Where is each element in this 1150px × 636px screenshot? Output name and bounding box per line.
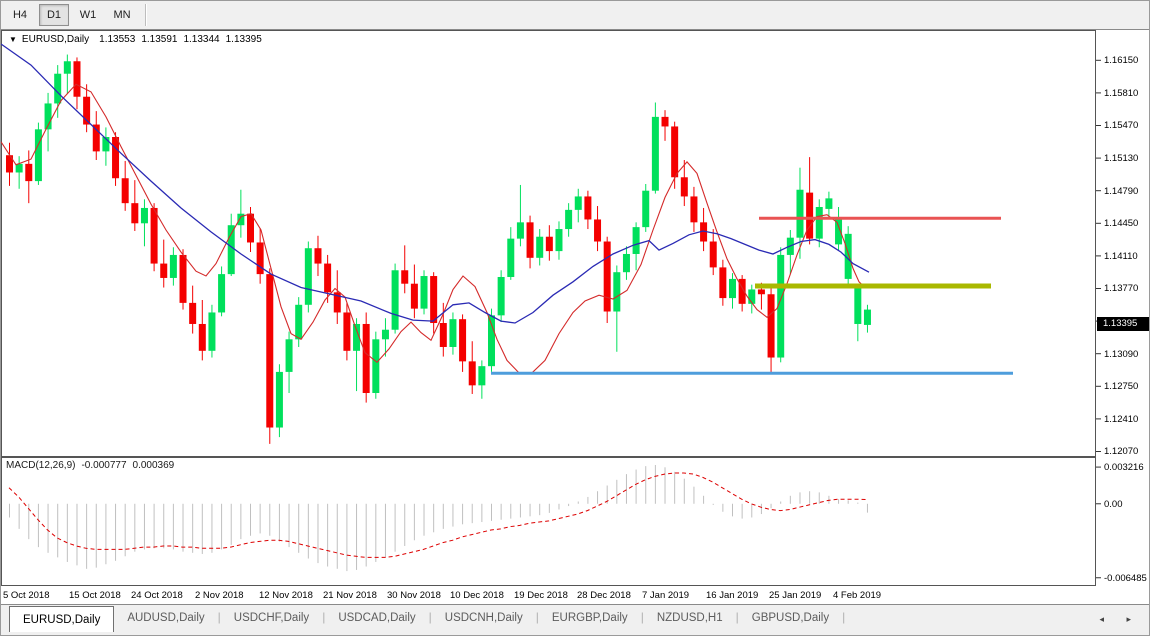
date-axis-label: 4 Feb 2019 xyxy=(833,590,882,601)
toolbar-separator xyxy=(145,4,147,26)
candles-group xyxy=(6,54,871,444)
price-axis-label: 1.16150 xyxy=(1104,55,1139,67)
date-axis-label: 5 Oct 2018 xyxy=(3,590,50,601)
price-axis-label: 1.12410 xyxy=(1104,413,1139,425)
price-axis[interactable]: 1.16150 1.15810 1.15470 1.15130 1.14790 1.144… xyxy=(1097,30,1149,585)
chart-canvas[interactable] xyxy=(1,1,1150,604)
ohlc-close: 1.13395 xyxy=(225,34,262,45)
chart-tab-gbpusd[interactable]: GBPUSD,Daily xyxy=(751,612,830,624)
chart-symbol-header: ▼ EURUSD,Daily 1.13553 1.13591 1.13344 1.1339… xyxy=(9,34,268,45)
price-axis-label: 1.12750 xyxy=(1104,381,1139,393)
date-axis-label: 19 Dec 2018 xyxy=(514,590,568,601)
price-axis-label: 1.13090 xyxy=(1104,348,1139,360)
ohlc-low: 1.13344 xyxy=(183,34,220,45)
price-axis-label: 1.15810 xyxy=(1104,87,1139,99)
chart-tab-eurusd[interactable]: EURUSD,Daily xyxy=(9,606,115,632)
chart-tab-usdcnh[interactable]: USDCNH,Daily xyxy=(444,612,523,624)
macd-axis-label: -0.006485 xyxy=(1104,572,1147,584)
date-axis-label: 16 Jan 2019 xyxy=(706,590,759,601)
current-price-badge: 1.13395 xyxy=(1097,317,1149,332)
ma-fast-line xyxy=(1,83,866,375)
tab-separator: | xyxy=(640,610,644,624)
ma-slow-line xyxy=(1,43,870,324)
date-axis-label: 30 Nov 2018 xyxy=(387,590,441,601)
tab-separator: | xyxy=(735,610,739,624)
tab-separator: | xyxy=(217,610,221,624)
collapse-triangle-icon[interactable]: ▼ xyxy=(9,35,17,44)
symbol-title: EURUSD,Daily xyxy=(21,34,90,45)
macd-panel-frame xyxy=(1,457,1096,586)
price-axis-label: 1.15130 xyxy=(1104,153,1139,165)
price-axis-label: 1.12070 xyxy=(1104,446,1139,458)
date-axis-label: 15 Oct 2018 xyxy=(69,590,121,601)
macd-axis-label: 0.003216 xyxy=(1104,462,1144,474)
date-axis-label: 10 Dec 2018 xyxy=(450,590,504,601)
tab-separator: | xyxy=(428,610,432,624)
date-axis-label: 2 Nov 2018 xyxy=(195,590,244,601)
chart-tab-usdcad[interactable]: USDCAD,Daily xyxy=(338,612,416,624)
price-axis-label: 1.13770 xyxy=(1104,283,1139,295)
price-axis-label: 1.14450 xyxy=(1104,218,1139,230)
tab-separator: | xyxy=(535,610,539,624)
timeframe-button-mn[interactable]: MN xyxy=(107,4,137,26)
chart-tab-audusd[interactable]: AUDUSD,Daily xyxy=(127,612,205,624)
chart-tab-nzdusd[interactable]: NZDUSD,H1 xyxy=(656,612,723,624)
tab-separator: | xyxy=(322,610,326,624)
price-axis-label: 1.15470 xyxy=(1104,120,1139,132)
macd-indicator-header: MACD(12,26,9) -0.000777 0.000369 xyxy=(6,460,180,471)
macd-signal-value: 0.000369 xyxy=(132,460,175,471)
date-axis-label: 12 Nov 2018 xyxy=(259,590,313,601)
macd-label: MACD(12,26,9) xyxy=(6,460,76,471)
macd-signal-line xyxy=(8,472,867,558)
macd-value: -0.000777 xyxy=(81,460,127,471)
macd-axis-label: 0.00 xyxy=(1104,498,1123,510)
timeframe-button-d1[interactable]: D1 xyxy=(39,4,69,26)
ohlc-open: 1.13553 xyxy=(99,34,136,45)
date-axis-label: 28 Dec 2018 xyxy=(577,590,631,601)
date-axis-label: 24 Oct 2018 xyxy=(131,590,183,601)
date-axis-label: 25 Jan 2019 xyxy=(769,590,822,601)
chart-tabs-bar: EURUSD,Daily AUDUSD,Daily | USDCHF,Daily | US… xyxy=(1,604,1149,635)
tab-separator: | xyxy=(842,610,846,624)
macd-histogram-group xyxy=(9,464,868,572)
chart-tab-eurgbp[interactable]: EURGBP,Daily xyxy=(551,612,628,624)
price-axis-label: 1.14790 xyxy=(1104,185,1139,197)
date-axis-label: 21 Nov 2018 xyxy=(323,590,377,601)
timeframe-button-h4[interactable]: H4 xyxy=(5,4,35,26)
date-axis-label: 7 Jan 2019 xyxy=(642,590,690,601)
date-axis[interactable]: 5 Oct 2018 15 Oct 2018 24 Oct 2018 2 Nov 20… xyxy=(1,586,1096,604)
timeframe-button-w1[interactable]: W1 xyxy=(73,4,103,26)
chart-tab-usdchf[interactable]: USDCHF,Daily xyxy=(233,612,310,624)
tab-scroll-arrows[interactable]: ◂ ▸ xyxy=(1099,614,1141,624)
price-axis-label: 1.14110 xyxy=(1104,250,1138,262)
ohlc-high: 1.13591 xyxy=(141,34,178,45)
timeframe-toolbar: H4 D1 W1 MN xyxy=(1,1,1149,30)
